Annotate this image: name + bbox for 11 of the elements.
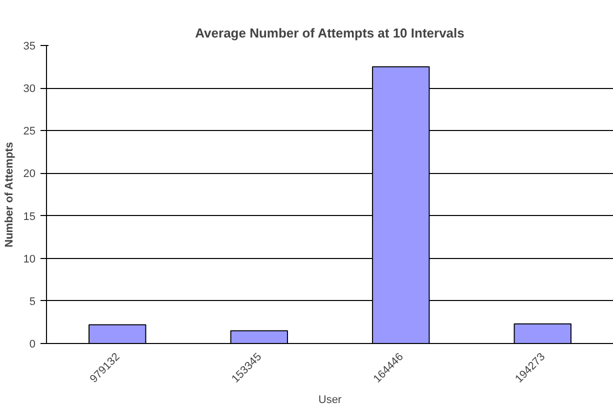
y-axis-title: Number of Attempts xyxy=(3,142,16,248)
y-tick-label: 5 xyxy=(29,296,36,308)
y-tick-label: 20 xyxy=(23,168,36,180)
y-tick-label: 0 xyxy=(29,338,36,350)
chart-title: Average Number of Attempts at 10 Intervals xyxy=(195,26,464,40)
x-axis-title: User xyxy=(318,394,342,406)
y-tick-label: 30 xyxy=(23,83,36,96)
y-tick-label: 10 xyxy=(23,253,36,266)
y-tick-label: 25 xyxy=(23,126,36,138)
y-tick-label: 15 xyxy=(23,210,36,223)
y-tick-label: 35 xyxy=(23,40,36,52)
